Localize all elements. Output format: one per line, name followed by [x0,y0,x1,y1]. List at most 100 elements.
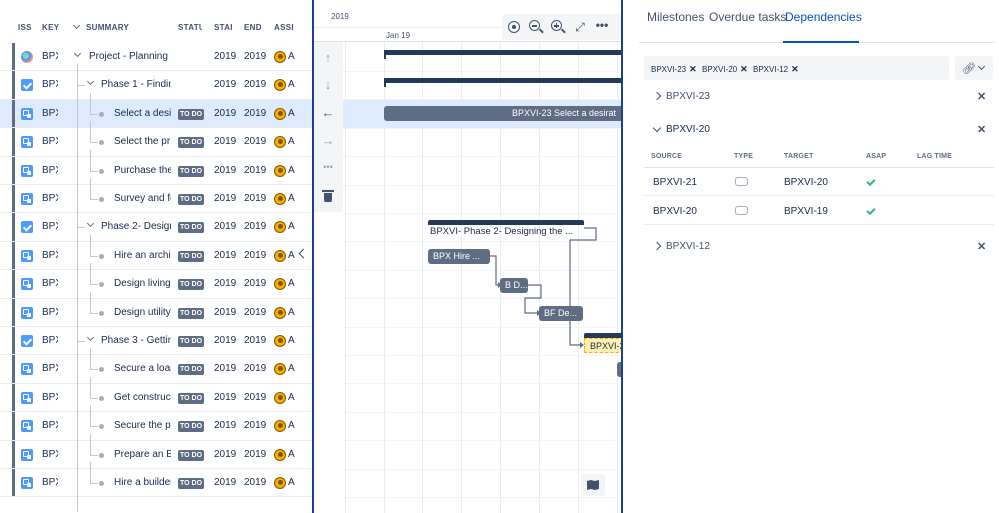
gantt-bar-hire-architect[interactable]: BPX Hire ... [428,249,490,264]
status-badge[interactable]: TO DO [178,478,205,489]
status-badge[interactable]: TO DO [178,108,205,120]
start-date[interactable]: 2019 [214,249,237,261]
row-drag-handle[interactable] [12,99,15,128]
issue-key[interactable]: BPX [42,249,58,261]
avatar[interactable] [274,391,286,404]
table-row[interactable]: BPX Secure a loar TO DO 2019 2019 A [0,348,312,384]
arrow-down-icon[interactable]: ↓ [324,77,332,92]
issue-key[interactable]: BPX [42,221,58,233]
trash-icon[interactable] [316,184,340,208]
avatar[interactable] [274,335,286,347]
phase3-summary-bar[interactable] [584,333,621,338]
dependency-group-bpxvi-23[interactable]: BPXVI-23 [666,91,710,102]
avatar[interactable] [274,448,286,461]
end-date[interactable]: 2019 [244,335,267,346]
assignee-name[interactable]: A [288,306,295,318]
table-row[interactable]: BPX Purchase the TO DO 2019 2019 A [0,149,312,185]
avatar[interactable] [274,136,286,149]
tab-milestones[interactable]: Milestones [647,10,705,24]
start-date[interactable]: 2019 [214,51,237,62]
start-date[interactable]: 2019 [214,221,237,233]
avatar[interactable] [274,107,286,120]
table-row[interactable]: BPX Phase 1 - Findin 2019 2019 A [0,71,312,100]
col-header-summary[interactable]: SUMMARY [86,23,130,32]
dependency-group-bpxvi-12[interactable]: BPXVI-12 [666,241,710,252]
col-header-start[interactable]: STAI [214,23,233,32]
issue-key[interactable]: BPX [42,278,58,290]
gantt-bar-design-utility[interactable]: BF De... [539,306,583,321]
dependency-row[interactable] [644,168,994,196]
issue-summary[interactable]: Design living [114,278,171,290]
gantt-bar-design-living[interactable]: B D... [500,278,528,293]
row-drag-handle[interactable] [12,440,15,468]
table-gantt-splitter[interactable] [312,0,314,513]
issue-summary[interactable]: Project - Planning F [89,51,171,62]
close-icon[interactable]: ✕ [689,64,697,74]
issue-key[interactable]: BPX [42,391,58,403]
map-icon[interactable] [581,474,605,496]
end-date[interactable]: 2019 [244,391,267,403]
dots-icon[interactable]: ••• [323,162,333,172]
dependency-filter-box[interactable]: BPXVI-23 ✕ BPXVI-20 ✕ BPXVI-12 ✕ [644,56,949,80]
avatar[interactable] [274,164,286,177]
more-icon[interactable]: ••• [595,18,609,32]
project-summary-bar[interactable] [384,50,621,55]
close-icon[interactable]: ✕ [977,124,987,136]
issue-summary[interactable]: Hire a builder [114,477,171,488]
status-badge[interactable]: TO DO [178,194,205,205]
issue-key[interactable]: BPX [42,164,58,176]
assignee-name[interactable]: A [288,136,295,148]
row-drag-handle[interactable] [12,469,15,497]
row-drag-handle[interactable] [12,241,15,270]
issue-summary[interactable]: Phase 3 - Gettin [101,335,171,346]
row-drag-handle[interactable] [12,383,15,412]
start-date[interactable]: 2019 [214,306,237,318]
issue-key[interactable]: BPX [42,193,58,204]
filter-tag-bpxvi-23[interactable]: BPXVI-23 ✕ [651,64,697,75]
issue-summary[interactable]: Phase 2- Design [101,221,171,233]
table-row[interactable]: BPX Design living TO DO 2019 2019 A [0,263,312,299]
avatar[interactable] [274,477,286,489]
row-drag-handle[interactable] [12,128,15,156]
filter-tag-bpxvi-20[interactable]: BPXVI-20 ✕ [702,64,748,75]
col-header-issue-type[interactable]: ISS [18,23,32,32]
status-badge[interactable]: TO DO [178,392,205,404]
end-date[interactable]: 2019 [244,107,267,119]
status-badge[interactable]: TO DO [178,421,205,433]
target-icon[interactable] [504,17,524,37]
end-date[interactable]: 2019 [244,306,267,318]
expand-chevron-icon[interactable] [652,241,662,251]
avatar[interactable] [274,51,286,63]
start-date[interactable]: 2019 [214,335,237,346]
end-date[interactable]: 2019 [244,249,267,261]
status-badge[interactable]: TO DO [178,336,205,347]
issue-key[interactable]: BPX [42,136,58,148]
status-badge[interactable]: TO DO [178,364,205,376]
table-row[interactable]: BPX Phase 2- Design TO DO 2019 2019 A [0,213,312,242]
dependency-row[interactable] [644,197,994,225]
row-drag-handle[interactable] [12,327,15,355]
end-date[interactable]: 2019 [244,193,267,204]
expand-chevron-icon[interactable] [652,91,662,101]
status-badge[interactable]: TO DO [178,222,205,234]
close-icon[interactable]: ✕ [740,64,748,74]
table-row[interactable]: BPX Survey and fc TO DO 2019 2019 A [0,178,312,214]
issue-summary[interactable]: Hire an archi [114,249,171,261]
chevron-down-icon[interactable] [73,49,82,58]
gantt-panel-splitter[interactable] [621,0,623,513]
avatar[interactable] [274,306,286,319]
table-row[interactable]: BPX Hire an archi TO DO 2019 2019 A [0,234,312,271]
assignee-name[interactable]: A [288,363,295,375]
row-drag-handle[interactable] [12,213,15,241]
start-date[interactable]: 2019 [214,391,237,403]
issue-key[interactable]: BPX [42,51,58,62]
start-date[interactable]: 2019 [214,420,237,432]
col-header-assignee[interactable]: ASSIG [274,23,294,32]
assignee-name[interactable]: A [288,164,295,176]
end-date[interactable]: 2019 [244,51,267,62]
row-drag-handle[interactable] [12,270,15,298]
assignee-name[interactable]: A [288,51,295,62]
issue-summary[interactable]: Survey and fc [114,193,171,204]
row-drag-handle[interactable] [12,43,15,71]
start-date[interactable]: 2019 [214,107,237,119]
